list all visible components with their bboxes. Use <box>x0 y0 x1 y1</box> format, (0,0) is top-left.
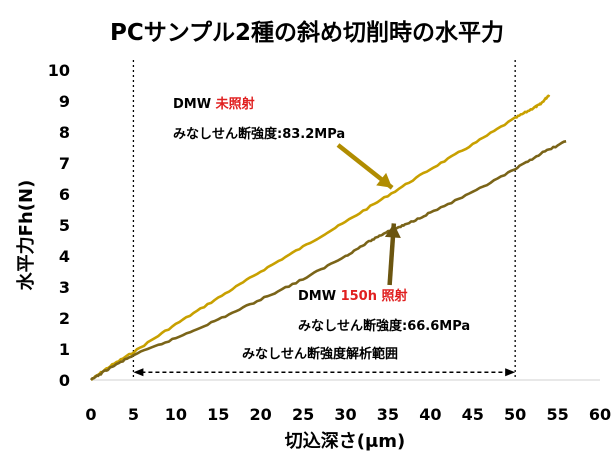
chart-title: PCサンプル2種の斜め切削時の水平力 <box>110 20 504 46</box>
y-tick-label: 6 <box>59 185 70 204</box>
annotation-2-line1: DMW 150h 照射 <box>298 288 408 304</box>
x-tick-label: 35 <box>377 405 399 424</box>
y-tick-label: 2 <box>59 309 70 328</box>
y-tick-label: 4 <box>59 247 70 266</box>
y-tick-label: 9 <box>59 92 70 111</box>
x-tick-label: 20 <box>250 405 272 424</box>
y-tick-labels: 0 1 2 3 4 5 6 7 8 9 10 <box>48 61 70 390</box>
range-label: みなしせん断強度解析範囲 <box>242 346 398 362</box>
annotation-1-line1: DMW 未照射 <box>173 96 255 112</box>
annotation-arrows <box>336 143 401 286</box>
range-arrowhead-right <box>505 368 516 377</box>
x-tick-label: 5 <box>128 405 139 424</box>
series-layer <box>89 94 567 382</box>
reference-lines <box>132 60 516 380</box>
range-label-background <box>237 345 403 363</box>
y-axis-label: 水平力Fh(N) <box>15 180 37 291</box>
x-tick-label: 30 <box>334 405 356 424</box>
annotation-2-highlight: 150h 照射 <box>341 288 408 304</box>
plot-area <box>89 60 600 382</box>
y-tick-label: 5 <box>59 216 70 235</box>
y-tick-label: 3 <box>59 278 70 297</box>
annotation-2-line2: みなしせん断強度:66.6MPa <box>298 318 470 334</box>
y-tick-label: 7 <box>59 154 70 173</box>
x-tick-label: 25 <box>292 405 314 424</box>
x-tick-label: 15 <box>207 405 229 424</box>
annotation-1-line2: みなしせん断強度:83.2MPa <box>173 126 345 142</box>
y-tick-label: 1 <box>59 340 70 359</box>
series-line <box>89 140 567 381</box>
annotation-2-prefix: DMW <box>298 289 341 304</box>
annotation-1-prefix: DMW <box>173 97 216 112</box>
annotation-1-highlight: 未照射 <box>215 96 255 112</box>
x-tick-label: 60 <box>589 405 611 424</box>
x-tick-label: 50 <box>504 405 526 424</box>
annotation-arrow-2-head <box>384 223 401 238</box>
annotation-arrow-1-head <box>376 172 393 188</box>
x-tick-label: 55 <box>546 405 568 424</box>
series-line <box>90 94 551 382</box>
x-tick-label: 40 <box>419 405 441 424</box>
x-tick-labels: 0 5 10 15 20 25 30 35 40 45 50 55 60 <box>85 405 611 424</box>
y-tick-label: 10 <box>48 61 70 80</box>
y-tick-label: 0 <box>59 371 70 390</box>
x-tick-label: 45 <box>462 405 484 424</box>
x-axis-label: 切込深さ(μm) <box>285 430 405 452</box>
range-arrowhead-left <box>133 368 144 377</box>
x-tick-label: 10 <box>165 405 187 424</box>
range-arrow <box>133 368 516 377</box>
x-tick-label: 0 <box>85 405 96 424</box>
y-tick-label: 8 <box>59 123 70 142</box>
